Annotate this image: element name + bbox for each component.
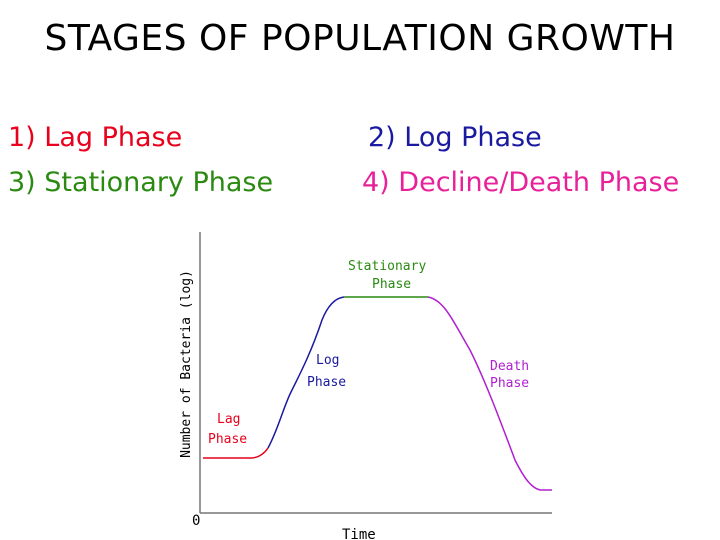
origin-label: 0 <box>192 513 200 529</box>
phase-item-death: 4) Decline/Death Phase <box>362 167 680 198</box>
stationary-label-line1: Stationary <box>348 259 426 274</box>
lag-label-line2: Phase <box>208 432 247 447</box>
death-phase-curve <box>427 296 552 491</box>
phase-item-lag: 1) Lag Phase <box>8 122 183 153</box>
death-label-line2: Phase <box>490 376 529 391</box>
lag-label-line1: Lag <box>217 412 240 427</box>
log-phase-curve <box>267 296 345 449</box>
phase-item-stationary: 3) Stationary Phase <box>8 167 274 198</box>
y-axis-label: Number of Bacteria (log) <box>179 270 194 458</box>
death-label-line1: Death <box>490 359 529 374</box>
page-title: STAGES OF POPULATION GROWTH <box>44 18 676 59</box>
x-axis-label: Time <box>342 527 376 540</box>
log-label-line1: Log <box>316 353 339 368</box>
lag-phase-curve <box>203 447 269 459</box>
stationary-label-line2: Phase <box>372 277 411 292</box>
phase-item-log: 2) Log Phase <box>368 122 542 153</box>
log-label-line2: Phase <box>307 375 346 390</box>
